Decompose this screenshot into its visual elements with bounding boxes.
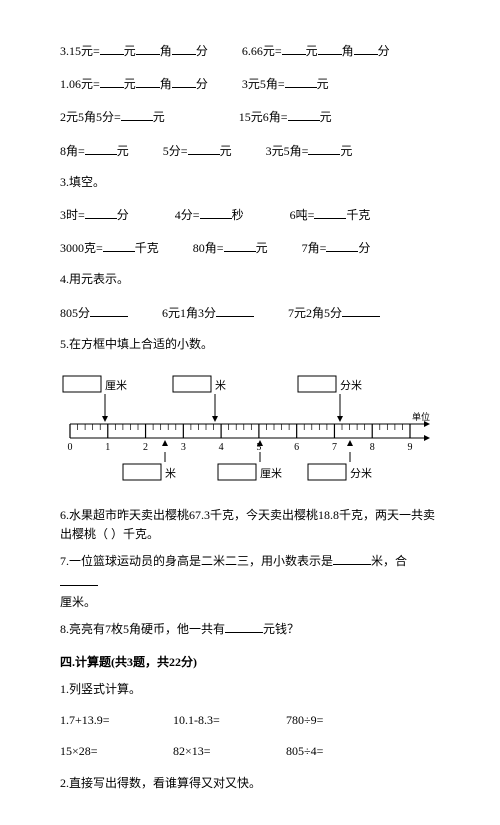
blank[interactable] [85, 204, 117, 219]
q4-title: 4.用元表示。 [60, 270, 440, 289]
q5-title: 5.在方框中填上合适的小数。 [60, 335, 440, 354]
blank[interactable] [100, 40, 124, 55]
q2-row-b: 1.06元=元角分 3元5角=元 [60, 73, 440, 94]
q2-row-a: 3.15元=元角分 6.66元=元角分 [60, 40, 440, 61]
blank[interactable] [314, 204, 346, 219]
svg-text:3: 3 [181, 442, 186, 453]
sec4-r2: 15×28= 82×13= 805÷4= [60, 742, 440, 761]
svg-text:1: 1 [105, 442, 110, 453]
blank[interactable] [224, 237, 256, 252]
q8: 8.亮亮有7枚5角硬币，他一共有元钱？ [60, 618, 440, 639]
q6: 6.水果超市昨天卖出樱桃67.3千克，今天卖出樱桃18.8千克，两天一共卖出樱桃… [60, 506, 440, 544]
q2a-left: 3.15元= [60, 44, 100, 58]
blank[interactable] [172, 73, 196, 88]
q2a-right: 6.66元= [242, 44, 282, 58]
blank[interactable] [103, 237, 135, 252]
blank[interactable] [60, 571, 98, 586]
q7: 7.一位篮球运动员的身高是二米二三，用小数表示是米，合厘米。 [60, 550, 440, 612]
blank[interactable] [342, 302, 380, 317]
svg-text:9: 9 [408, 442, 413, 453]
svg-text:厘米: 厘米 [260, 467, 282, 480]
svg-text:8: 8 [370, 442, 375, 453]
blank[interactable] [172, 40, 196, 55]
svg-text:4: 4 [219, 442, 224, 453]
svg-text:厘米: 厘米 [105, 379, 127, 392]
svg-text:分米: 分米 [350, 467, 372, 480]
blank[interactable] [308, 140, 340, 155]
svg-text:6: 6 [294, 442, 299, 453]
svg-text:单位:厘米: 单位:厘米 [412, 411, 430, 422]
blank[interactable] [225, 618, 263, 633]
sec4-q1: 1.列竖式计算。 [60, 680, 440, 699]
sec4-title: 四.计算题(共3题，共22分) [60, 653, 440, 670]
blank[interactable] [333, 550, 371, 565]
svg-text:2: 2 [143, 442, 148, 453]
q3-row2: 3000克=千克 80角=元 7角=分 [60, 237, 440, 258]
blank[interactable] [282, 40, 306, 55]
blank[interactable] [216, 302, 254, 317]
q2-row-c: 2元5角5分=元 15元6角=元 [60, 106, 440, 127]
blank[interactable] [318, 40, 342, 55]
q2-row-d: 8角=元 5分=元 3元5角=元 [60, 140, 440, 161]
blank[interactable] [354, 40, 378, 55]
blank[interactable] [136, 40, 160, 55]
blank[interactable] [200, 204, 232, 219]
q4-row: 805分 6元1角3分 7元2角5分 [60, 302, 440, 323]
blank[interactable] [85, 140, 117, 155]
blank[interactable] [121, 106, 153, 121]
blank[interactable] [188, 140, 220, 155]
blank[interactable] [288, 106, 320, 121]
blank[interactable] [285, 73, 317, 88]
svg-text:7: 7 [332, 442, 337, 453]
blank[interactable] [90, 302, 128, 317]
q3-title: 3.填空。 [60, 173, 440, 192]
blank[interactable] [100, 73, 124, 88]
blank[interactable] [326, 237, 358, 252]
ruler-diagram: 0123456789单位:厘米厘米米分米米厘米分米 [60, 366, 440, 496]
sec4-r1: 1.7+13.9= 10.1-8.3= 780÷9= [60, 711, 440, 730]
q3-row1: 3时=分 4分=秒 6吨=千克 [60, 204, 440, 225]
blank[interactable] [136, 73, 160, 88]
sec4-q2: 2.直接写出得数，看谁算得又对又快。 [60, 774, 440, 793]
svg-text:米: 米 [215, 379, 226, 392]
svg-text:分米: 分米 [340, 379, 362, 392]
svg-text:米: 米 [165, 467, 176, 480]
svg-text:0: 0 [68, 442, 73, 453]
